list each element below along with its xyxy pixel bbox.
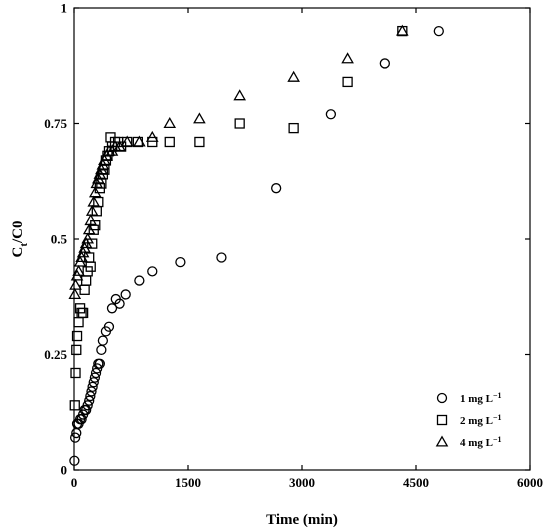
- data-point-triangle: [120, 135, 134, 147]
- data-point-square: [90, 219, 101, 231]
- y-axis-title: Ct/C0: [10, 220, 30, 257]
- y-axis-title-main: C: [10, 247, 26, 258]
- data-point-circle: [216, 252, 227, 263]
- legend-item: 4 mg L−1: [435, 435, 502, 449]
- y-tick-label: 0.25: [44, 347, 67, 362]
- series-circle: [69, 25, 444, 466]
- data-point-triangle: [69, 278, 82, 290]
- data-point-triangle: [193, 112, 206, 124]
- data-point-square: [85, 261, 96, 272]
- data-point-square: [69, 400, 80, 411]
- data-point-circle: [69, 455, 80, 466]
- data-point-square: [288, 122, 299, 134]
- data-point-circle: [82, 400, 93, 411]
- series-square: [69, 25, 408, 411]
- data-point-triangle: [163, 116, 177, 129]
- data-point-circle: [69, 432, 81, 443]
- data-point-triangle: [81, 232, 95, 244]
- x-tick-label: 3000: [289, 475, 315, 490]
- data-point-triangle: [88, 186, 102, 198]
- axis-ticks-layer: 0 1500 3000 4500 6000 0 0.25 0.5 0.75 1: [44, 1, 543, 491]
- data-point-square: [147, 136, 158, 148]
- y-tick-label: 0: [61, 463, 68, 478]
- data-point-circle: [271, 183, 282, 194]
- x-axis-title: Time (min): [266, 512, 338, 528]
- data-point-square: [71, 344, 82, 356]
- data-point-circle: [433, 25, 444, 37]
- data-point-circle: [106, 303, 118, 314]
- data-point-circle: [134, 275, 145, 286]
- data-point-triangle: [82, 223, 96, 235]
- data-point-triangle: [145, 130, 159, 142]
- x-tick-label: 4500: [403, 475, 429, 490]
- y-axis-title-tail: /C0: [10, 220, 26, 244]
- legend-label: 1 mg L−1: [460, 391, 502, 405]
- data-point-square: [194, 136, 205, 148]
- legend-item: 2 mg L−1: [436, 413, 502, 427]
- data-point-circle: [175, 256, 186, 268]
- legend-marker-square: [436, 414, 448, 426]
- y-tick-label: 0.75: [44, 116, 67, 131]
- data-point-square: [73, 317, 84, 328]
- data-point-circle: [88, 377, 99, 388]
- axis-labels-layer: Time (min) Ct/C0: [10, 220, 338, 528]
- data-point-triangle: [395, 24, 409, 36]
- legend-label: 2 mg L−1: [460, 413, 502, 427]
- data-point-triangle: [133, 135, 146, 147]
- data-point-circle: [120, 289, 131, 300]
- data-point-circle: [94, 358, 105, 369]
- data-point-square: [70, 367, 81, 379]
- data-point-circle: [85, 390, 96, 402]
- x-tick-label: 1500: [175, 475, 201, 490]
- data-point-square: [342, 76, 353, 88]
- data-point-triangle: [85, 204, 99, 216]
- legend: 1 mg L−1 2 mg L−1 4 mg L−1: [435, 391, 502, 449]
- series-triangle: [68, 24, 409, 299]
- data-point-circle: [81, 404, 92, 416]
- data-point-circle: [96, 344, 107, 356]
- data-points-layer: [68, 24, 444, 466]
- y-tick-label: 1: [61, 1, 68, 16]
- data-point-circle: [379, 58, 390, 69]
- data-point-square: [81, 275, 92, 286]
- data-point-triangle: [233, 89, 247, 101]
- data-point-circle: [89, 372, 101, 383]
- x-tick-label: 6000: [517, 475, 543, 490]
- legend-label: 4 mg L−1: [460, 435, 502, 449]
- data-point-triangle: [68, 287, 82, 299]
- data-point-circle: [103, 321, 115, 332]
- data-point-square: [77, 307, 89, 319]
- data-point-triangle: [341, 52, 354, 64]
- data-point-circle: [114, 298, 125, 309]
- data-point-square: [71, 330, 83, 342]
- y-axis-title-subscript: t: [18, 243, 30, 247]
- legend-item: 1 mg L−1: [436, 391, 502, 405]
- legend-marker-circle: [436, 392, 448, 404]
- data-point-triangle: [287, 70, 300, 82]
- data-point-square: [79, 284, 90, 295]
- x-tick-label: 0: [71, 475, 78, 490]
- data-point-square: [164, 136, 175, 148]
- y-tick-label: 0.5: [51, 232, 68, 247]
- data-point-circle: [84, 395, 95, 406]
- data-point-circle: [325, 109, 337, 120]
- data-point-circle: [87, 381, 98, 392]
- data-point-circle: [86, 386, 97, 397]
- data-point-circle: [90, 367, 102, 379]
- data-point-triangle: [87, 195, 101, 207]
- data-point-circle: [147, 266, 158, 277]
- legend-marker-triangle: [435, 435, 449, 447]
- data-point-circle: [76, 414, 87, 425]
- data-point-circle: [97, 335, 109, 346]
- data-point-triangle: [72, 264, 85, 276]
- data-point-triangle: [84, 214, 98, 226]
- data-point-square: [234, 118, 245, 129]
